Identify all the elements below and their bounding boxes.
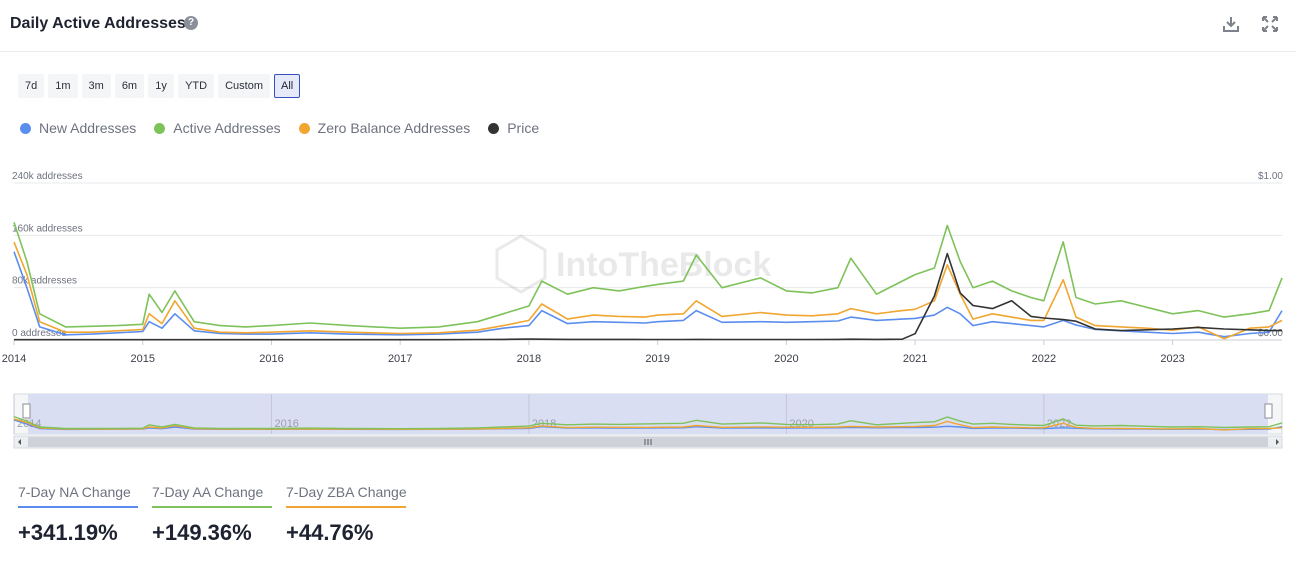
x-tick-label: 2018 xyxy=(517,353,541,365)
x-tick-label: 2015 xyxy=(130,353,154,365)
legend-dot-icon xyxy=(20,122,31,134)
question-circle-icon[interactable]: ? xyxy=(184,16,198,30)
range-button-7d[interactable]: 7d xyxy=(18,74,45,98)
y-tick-label: 80k addresses xyxy=(12,276,77,287)
kpi-underline xyxy=(18,506,138,508)
legend-label: Active Addresses xyxy=(173,120,281,136)
series-line-zero-balance-addresses[interactable] xyxy=(13,241,1283,340)
navigator-tick-label: 2016 xyxy=(274,418,298,430)
legend-label: New Addresses xyxy=(39,120,137,136)
kpi-card: 7-Day NA Change +341.19% xyxy=(18,484,138,546)
range-button-ytd[interactable]: YTD xyxy=(178,74,215,98)
kpi-card: 7-Day ZBA Change +44.76% xyxy=(286,484,407,546)
main-chart: 0 addresses 80k addresses 160k addresses 24… xyxy=(2,171,1284,365)
legend-label: Zero Balance Addresses xyxy=(317,120,471,136)
watermark-logo-icon xyxy=(495,234,547,294)
kpi-label: 7-Day ZBA Change xyxy=(286,484,407,500)
range-button-all[interactable]: All xyxy=(274,74,301,98)
navigator-series-line xyxy=(13,415,1283,430)
navigator-handle[interactable] xyxy=(1264,403,1273,419)
watermark-text: IntoTheBlock xyxy=(556,246,771,284)
legend-item[interactable]: Price xyxy=(488,120,539,136)
navigator-series-line xyxy=(13,419,1283,431)
kpi-value: +341.19% xyxy=(18,520,118,545)
range-button-3m[interactable]: 3m xyxy=(81,74,111,98)
scroll-right-icon[interactable] xyxy=(1276,439,1279,445)
kpi-row: 7-Day NA Change +341.19% 7-Day AA Change +1… xyxy=(18,484,407,546)
series-line-new-addresses[interactable] xyxy=(13,251,1283,338)
watermark: IntoTheBlock xyxy=(495,234,771,294)
legend-item[interactable]: New Addresses xyxy=(20,120,136,136)
page-title: Daily Active Addresses xyxy=(10,15,186,32)
chart-header: Daily Active Addresses ? xyxy=(0,0,1296,52)
x-tick-label: 2023 xyxy=(1160,353,1184,365)
download-icon[interactable] xyxy=(1222,15,1240,33)
x-tick-label: 2019 xyxy=(645,353,669,365)
range-button-custom[interactable]: Custom xyxy=(218,74,270,98)
range-button-6m[interactable]: 6m xyxy=(114,74,145,98)
y-tick-label: 160k addresses xyxy=(12,223,83,234)
x-tick-label: 2021 xyxy=(903,353,927,365)
time-range-selector: 7d 1m 3m 6m 1y YTD Custom All xyxy=(18,74,301,98)
x-tick-label: 2014 xyxy=(2,353,26,365)
y-right-tick-label: $0.00 xyxy=(1258,328,1283,339)
y-tick-label: 240k addresses xyxy=(12,171,83,182)
scroll-left-icon[interactable] xyxy=(18,439,21,445)
legend-item[interactable]: Zero Balance Addresses xyxy=(298,120,471,136)
kpi-underline xyxy=(152,506,272,508)
expand-icon[interactable] xyxy=(1261,15,1279,33)
legend-dot-icon xyxy=(154,122,166,134)
kpi-label: 7-Day NA Change xyxy=(18,484,131,500)
navigator-series-line xyxy=(13,418,1283,431)
series-line-active-addresses[interactable] xyxy=(13,222,1283,329)
x-tick-label: 2016 xyxy=(259,353,283,365)
x-tick-label: 2017 xyxy=(388,353,412,365)
y-tick-label: 0 addresses xyxy=(12,328,66,339)
chart-legend: New Addresses Active Addresses Zero Balanc… xyxy=(20,120,539,136)
navigator-chart[interactable]: 2014 2016 2018 2020 2022 xyxy=(0,390,1296,452)
kpi-underline xyxy=(286,506,406,508)
kpi-value: +44.76% xyxy=(286,520,374,545)
legend-dot-icon xyxy=(488,122,500,134)
kpi-label: 7-Day AA Change xyxy=(152,484,264,500)
y-right-tick-label: $1.00 xyxy=(1258,171,1283,182)
series-line-price[interactable] xyxy=(14,252,1282,341)
range-button-1m[interactable]: 1m xyxy=(48,74,78,98)
x-tick-label: 2022 xyxy=(1032,353,1056,365)
navigator-handle[interactable] xyxy=(22,403,31,419)
kpi-card: 7-Day AA Change +149.36% xyxy=(152,484,272,546)
x-tick-label: 2020 xyxy=(774,353,798,365)
legend-dot-icon xyxy=(298,122,310,134)
legend-label: Price xyxy=(507,120,540,136)
legend-item[interactable]: Active Addresses xyxy=(154,120,281,136)
range-button-1y[interactable]: 1y xyxy=(148,74,175,98)
kpi-value: +149.36% xyxy=(152,520,252,545)
